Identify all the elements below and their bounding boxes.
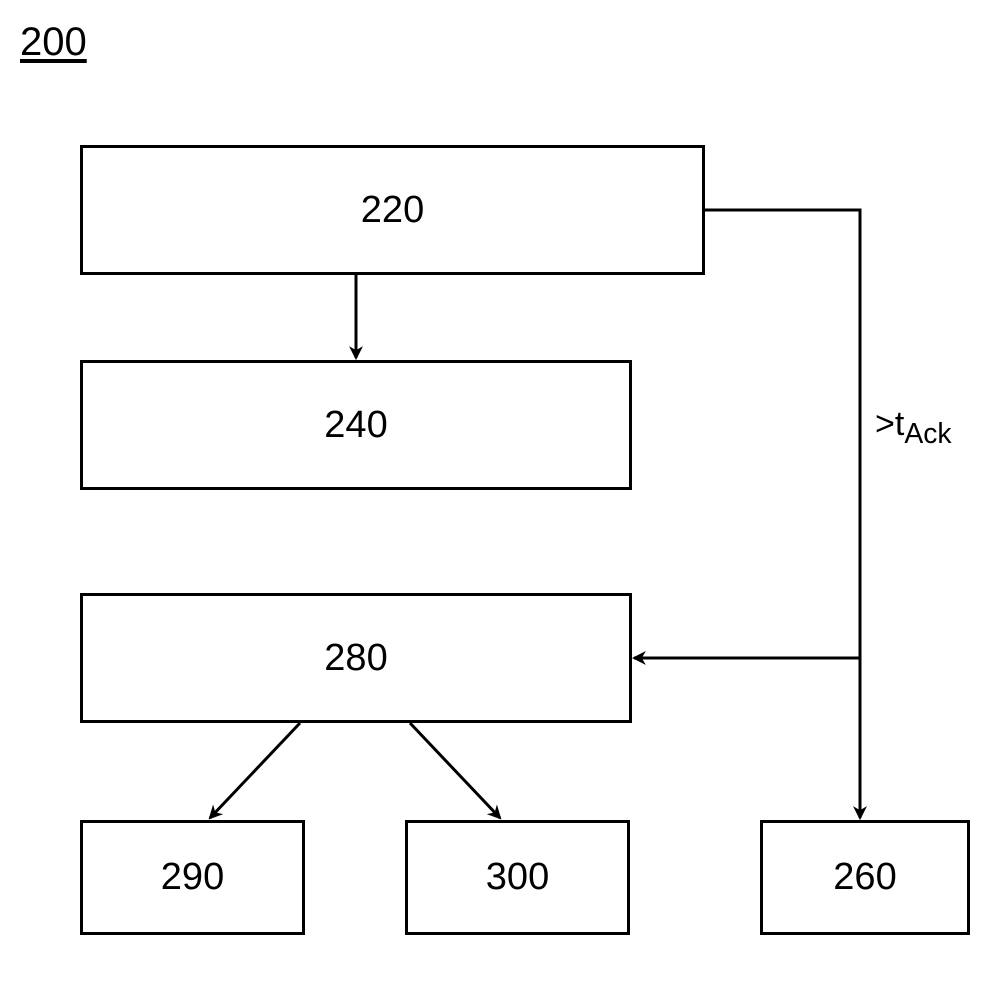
flowchart-canvas: 200 220 240 280 290 300 260 >tAck	[0, 0, 1000, 996]
node-240: 240	[80, 360, 632, 490]
figure-title: 200	[20, 20, 87, 65]
edge-e2	[210, 723, 300, 818]
edge-e4	[705, 210, 860, 818]
node-290: 290	[80, 820, 305, 935]
node-220-label: 220	[361, 189, 424, 232]
node-300-label: 300	[486, 856, 549, 899]
edge-e3	[410, 723, 500, 818]
node-280: 280	[80, 593, 632, 723]
node-280-label: 280	[324, 637, 387, 680]
node-260: 260	[760, 820, 970, 935]
edge-label-tack: >tAck	[875, 405, 952, 451]
node-220: 220	[80, 145, 705, 275]
node-290-label: 290	[161, 856, 224, 899]
node-300: 300	[405, 820, 630, 935]
node-240-label: 240	[324, 404, 387, 447]
node-260-label: 260	[833, 856, 896, 899]
